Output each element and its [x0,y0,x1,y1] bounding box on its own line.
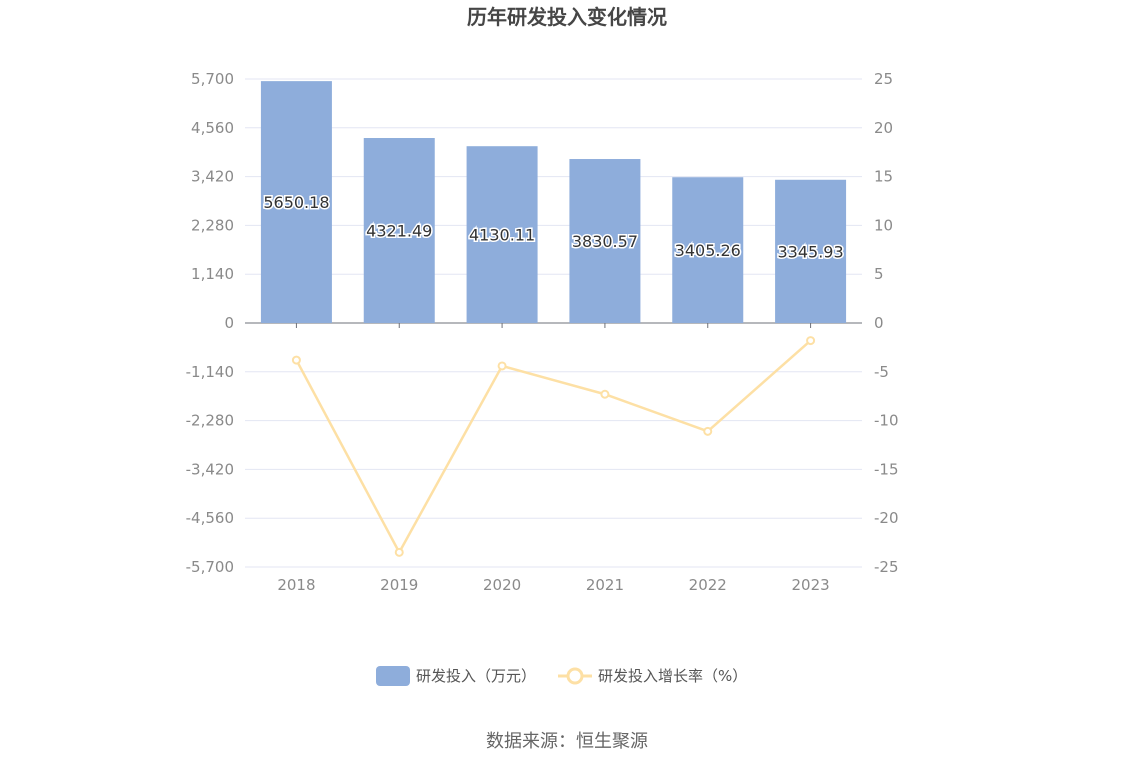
legend-item-line[interactable]: 研发投入增长率（%） [558,667,747,685]
bar [363,138,435,323]
legend-bar-swatch [376,666,410,686]
line-point [703,426,713,436]
line-point [291,355,301,365]
bar [672,177,744,323]
left-tick-label: -3,420 [186,460,234,478]
chart-title: 历年研发投入变化情况 [467,5,667,29]
left-tick-label: -5,700 [186,558,234,576]
left-tick-label: -4,560 [186,509,234,527]
right-tick-label: -15 [874,460,899,478]
x-tick-label: 2021 [586,576,624,594]
legend-line-label: 研发投入增长率（%） [598,667,747,685]
growth-line [295,339,812,555]
x-tick-label: 2023 [791,576,829,594]
bar-value-labels: 5650.18 4321.49 4130.11 3830.57 3405.26 3345.… [262,192,845,263]
line-point [600,389,610,399]
bar [260,81,332,323]
line-point [497,361,507,371]
left-tick-label: 0 [224,314,234,332]
grid-lines [245,78,862,568]
legend[interactable]: 研发投入（万元） 研发投入增长率（%） [376,666,747,686]
x-tick-label: 2019 [380,576,418,594]
right-tick-label: 20 [874,119,893,137]
line-point [806,336,816,346]
bar [775,179,847,323]
x-tick-label: 2022 [689,576,727,594]
right-tick-label: -25 [874,558,899,576]
x-tick-label: 2018 [277,576,315,594]
left-tick-label: -2,280 [186,412,234,430]
left-tick-label: -1,140 [186,363,234,381]
left-tick-label: 1,140 [191,265,234,283]
left-tick-label: 5,700 [191,70,234,88]
bar [569,159,641,323]
left-tick-label: 3,420 [191,168,234,186]
right-tick-label: -5 [874,363,889,381]
bar-value-label: 3830.57 [572,232,638,251]
x-axis: 2018 2019 2020 2021 2022 2023 [245,322,862,594]
legend-line-marker [566,667,584,685]
legend-bar-label: 研发投入（万元） [416,667,536,685]
bar [466,146,538,323]
bar-value-label: 3345.93 [777,242,843,261]
right-tick-label: 25 [874,70,893,88]
bar-value-label: 4321.49 [366,222,432,241]
bar-series [260,81,847,323]
right-tick-label: 10 [874,216,893,234]
legend-item-bar[interactable]: 研发投入（万元） [376,666,536,686]
right-tick-label: 0 [874,314,884,332]
bar-value-label: 4130.11 [469,226,535,245]
right-tick-label: 15 [874,168,893,186]
bar-value-label: 5650.18 [263,193,329,212]
right-tick-label: -20 [874,509,899,527]
source-note: 数据来源：恒生聚源 [486,731,648,752]
line-series [291,336,816,557]
right-axis: 25 20 15 10 5 0 -5 -10 -15 -20 -25 [874,70,899,576]
bar-value-label: 3405.26 [675,241,741,260]
x-tick-label: 2020 [483,576,521,594]
left-tick-label: 4,560 [191,119,234,137]
right-tick-label: 5 [874,265,884,283]
left-axis: 5,700 4,560 3,420 2,280 1,140 0 -1,140 -2,280 -3… [186,70,234,576]
left-tick-label: 2,280 [191,216,234,234]
right-tick-label: -10 [874,412,899,430]
line-point [394,547,404,557]
